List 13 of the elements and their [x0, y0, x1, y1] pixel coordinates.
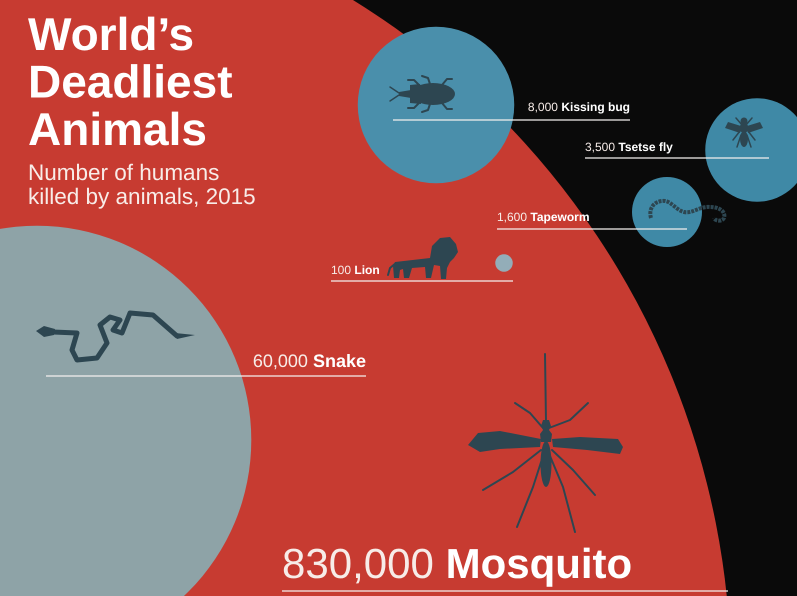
category-label: Snake	[312, 351, 366, 371]
category-label: Tsetse fly	[618, 140, 674, 154]
data-label: 60,000	[252, 351, 308, 371]
data-label: 100	[331, 263, 352, 277]
data-label: 8,000	[528, 100, 558, 114]
category-label: Kissing bug	[561, 100, 630, 114]
data-label: 3,500	[585, 140, 616, 154]
category-label: Lion	[354, 263, 380, 277]
text: Number of humans killed by animals, 2015	[28, 160, 256, 209]
data-label: 830,000	[282, 540, 434, 587]
category-label: Mosquito	[446, 540, 632, 587]
data-label: 1,600	[497, 210, 528, 224]
text: World’s Deadliest Animals	[28, 8, 233, 155]
